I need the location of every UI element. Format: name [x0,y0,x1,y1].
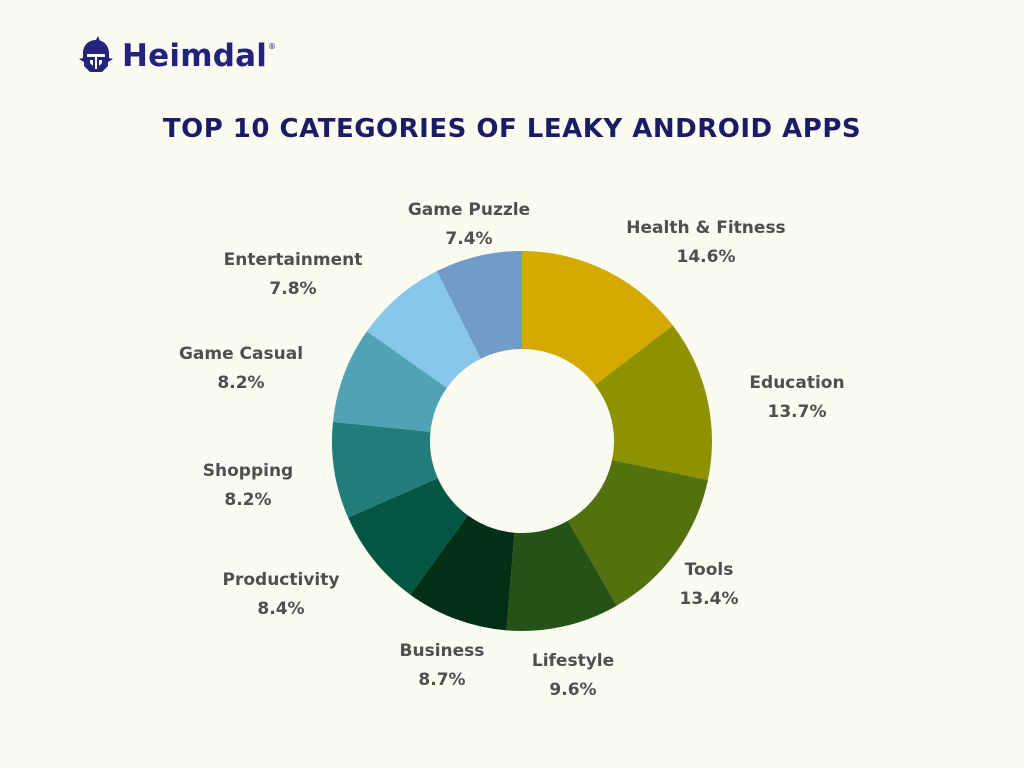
knight-helmet-icon [79,36,113,72]
slice-label-entertainment: Entertainment 7.8% [224,250,363,299]
chart-title: TOP 10 CATEGORIES OF LEAKY ANDROID APPS [162,114,862,144]
registered-mark: ® [268,42,277,51]
slice-label-tools: Tools 13.4% [680,560,739,609]
slice-entertainment [366,271,481,388]
slice-label-business: Business 8.7% [400,641,485,690]
slice-label-productivity: Productivity 8.4% [223,570,340,619]
slice-label-shopping: Shopping 8.2% [203,461,293,510]
slice-game-puzzle [436,251,522,359]
slice-label-lifestyle: Lifestyle 9.6% [532,651,614,700]
slice-productivity [348,478,468,595]
chart-labels: Health & Fitness 14.6% Education 13.7% Tools… [179,200,845,700]
slice-label-game-puzzle: Game Puzzle 7.4% [408,200,530,249]
slice-tools [567,459,708,606]
slice-label-game-casual: Game Casual 8.2% [179,344,303,393]
slice-health-and-fitness [522,251,673,386]
slice-shopping [332,421,438,518]
chart-slices [332,251,712,631]
brand-name: Heimdal [122,38,268,74]
slice-lifestyle [506,520,617,631]
slice-label-education: Education 13.7% [749,373,844,422]
slice-label-health-and-fitness: Health & Fitness 14.6% [626,218,785,267]
slice-game-casual [332,331,447,432]
slice-business [410,515,515,631]
slice-education [595,325,712,481]
brand-logo: Heimdal ® [76,36,276,76]
